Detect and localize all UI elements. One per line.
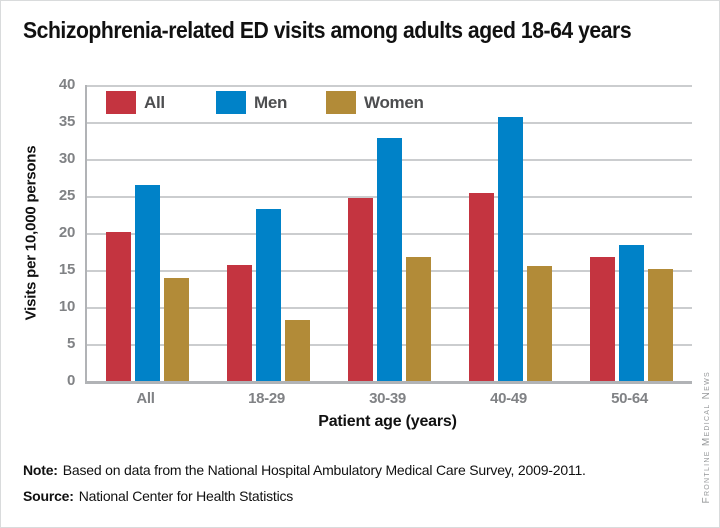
bar-women-50-64 xyxy=(648,268,673,381)
y-tick-label-10: 10 xyxy=(58,298,75,315)
legend-item-men: Men xyxy=(216,91,287,114)
bar-men-18-29 xyxy=(256,209,281,381)
y-tick-label-25: 25 xyxy=(58,187,75,204)
bar-all-18-29 xyxy=(227,264,252,381)
legend: All Men Women xyxy=(87,91,692,121)
note-label: Note: xyxy=(23,462,58,478)
legend-label-all: All xyxy=(144,92,165,112)
x-tick-label-30-39: 30-39 xyxy=(369,390,406,407)
bar-women-30-39 xyxy=(406,256,431,381)
bar-group-all xyxy=(87,85,208,381)
legend-swatch-women xyxy=(326,91,356,114)
bar-men-all xyxy=(135,184,160,381)
x-axis-title: Patient age (years) xyxy=(318,413,457,430)
bar-group-40-49 xyxy=(450,85,571,381)
bar-men-30-39 xyxy=(377,138,402,381)
y-tick-label-5: 5 xyxy=(66,335,75,352)
source-body: National Center for Health Statistics xyxy=(78,488,294,504)
bar-all-50-64 xyxy=(590,256,615,381)
legend-label-men: Men xyxy=(254,92,288,112)
x-axis-ticks: All 18-29 30-39 40-49 50-64 xyxy=(85,390,690,407)
bar-women-40-49 xyxy=(527,265,552,381)
plot-area: All Men Women xyxy=(85,85,692,384)
legend-swatch-men xyxy=(216,91,246,114)
x-tick-label-40-49: 40-49 xyxy=(490,390,527,407)
y-tick-label-0: 0 xyxy=(66,372,75,389)
chart-title: Schizophrenia-related ED visits among ad… xyxy=(23,17,632,43)
publisher-credit: Frontline Medical News xyxy=(701,370,712,503)
bar-women-18-29 xyxy=(285,320,310,381)
legend-item-all: All xyxy=(106,91,165,114)
y-axis-ticks: 0 5 10 15 20 25 30 35 40 xyxy=(35,76,75,389)
bar-all-30-39 xyxy=(348,198,373,381)
bar-women-all xyxy=(164,278,189,381)
note-body: Based on data from the National Hospital… xyxy=(62,462,586,478)
bar-groups xyxy=(87,85,692,381)
y-tick-label-15: 15 xyxy=(58,261,75,278)
x-tick-label-50-64: 50-64 xyxy=(611,390,648,407)
bar-all-all xyxy=(106,232,131,381)
bar-group-30-39 xyxy=(329,85,450,381)
source-label: Source: xyxy=(23,488,74,504)
x-tick-label-all: All xyxy=(136,390,155,407)
gridline-35 xyxy=(87,122,692,124)
gridline-40 xyxy=(87,85,692,87)
x-tick-label-18-29: 18-29 xyxy=(248,390,285,407)
legend-item-women: Women xyxy=(326,91,424,114)
bar-group-18-29 xyxy=(208,85,329,381)
bar-all-40-49 xyxy=(469,193,494,381)
bar-men-50-64 xyxy=(619,244,644,381)
legend-label-women: Women xyxy=(364,92,424,112)
y-tick-label-35: 35 xyxy=(58,113,75,130)
legend-swatch-all xyxy=(106,91,136,114)
source-text: Source: National Center for Health Statis… xyxy=(23,488,293,504)
y-tick-label-40: 40 xyxy=(58,76,75,93)
bar-group-50-64 xyxy=(571,85,692,381)
note-text: Note: Based on data from the National Hos… xyxy=(23,462,586,478)
bar-men-40-49 xyxy=(498,116,523,381)
y-tick-label-20: 20 xyxy=(58,224,75,241)
y-tick-label-30: 30 xyxy=(58,150,75,167)
